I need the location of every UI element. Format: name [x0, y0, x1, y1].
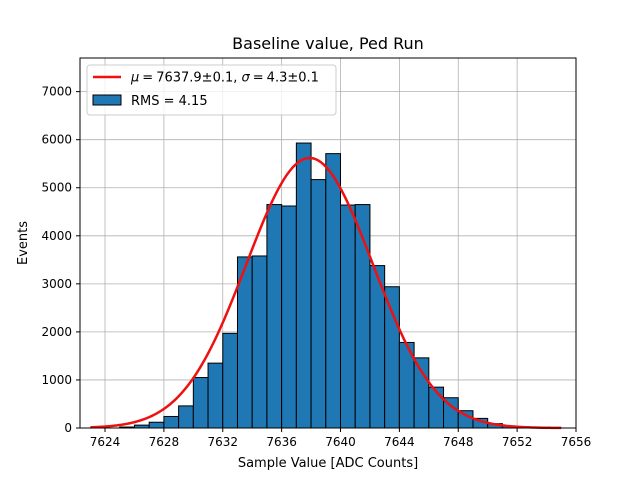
histogram-bar — [384, 286, 400, 429]
histogram-bar — [192, 377, 209, 429]
histogram-bar — [310, 179, 327, 429]
x-tick-label: 7636 — [266, 435, 297, 449]
legend-sigma-value: 4.3±0.1 — [267, 71, 319, 86]
y-axis-ticks: 0 1000 2000 3000 4000 5000 6000 7000 — [41, 85, 80, 435]
legend-histogram-label: RMS = 4.15 — [131, 94, 208, 109]
plot-area-frame — [79, 57, 577, 429]
histogram-bar — [295, 142, 312, 429]
y-tick-label: 6000 — [41, 133, 72, 147]
x-tick-label: 7628 — [149, 435, 180, 449]
histogram-bar — [340, 204, 356, 429]
histogram-bar — [266, 204, 283, 429]
y-tick-label: 3000 — [41, 277, 72, 291]
histogram-bar — [413, 357, 430, 429]
histogram-bar — [148, 421, 165, 429]
histogram-bar — [222, 332, 238, 429]
x-tick-label: 7644 — [384, 435, 415, 449]
legend: μ = 7637.9±0.1, σ = 4.3±0.1 RMS = 4.15 — [86, 64, 337, 116]
legend-box — [86, 64, 337, 116]
y-tick-label: 2000 — [41, 325, 72, 339]
y-tick-label: 5000 — [41, 181, 72, 195]
legend-sigma-symbol: σ — [242, 71, 251, 86]
y-axis-label: Events — [16, 221, 31, 265]
legend-mu-symbol: μ — [130, 71, 139, 86]
y-tick-label: 7000 — [41, 85, 72, 99]
histogram-bar — [281, 205, 297, 429]
y-tick-label: 0 — [64, 421, 72, 435]
y-tick-label: 4000 — [41, 229, 72, 243]
x-tick-label: 7656 — [561, 435, 592, 449]
legend-mu-value: 7637.9±0.1 — [156, 71, 233, 86]
x-axis-label: Sample Value [ADC Counts] — [238, 456, 418, 471]
gaussian-fit — [90, 156, 562, 430]
y-tick-label: 1000 — [41, 373, 72, 387]
legend-separator: , — [233, 71, 241, 86]
chart-title: Baseline value, Ped Run — [232, 34, 424, 53]
x-tick-label: 7652 — [502, 435, 533, 449]
fit-curve-line — [90, 156, 562, 430]
histogram-bar — [251, 255, 268, 429]
histogram-bar — [178, 405, 194, 429]
histogram-bar — [163, 415, 180, 429]
legend-histogram-swatch — [92, 94, 122, 106]
legend-mu-equals: = — [142, 71, 153, 86]
legend-fit-label: μ = 7637.9±0.1, σ = 4.3±0.1 — [130, 71, 319, 86]
x-tick-label: 7648 — [443, 435, 474, 449]
x-tick-label: 7624 — [90, 435, 121, 449]
histogram-bar — [325, 153, 342, 429]
x-tick-label: 7632 — [207, 435, 238, 449]
histogram-bar — [207, 362, 224, 429]
x-axis-ticks: 7624 7628 7632 7636 7640 7644 7648 7652 7656 — [90, 428, 592, 449]
legend-sigma-equals: = — [253, 71, 264, 86]
x-tick-label: 7640 — [325, 435, 356, 449]
